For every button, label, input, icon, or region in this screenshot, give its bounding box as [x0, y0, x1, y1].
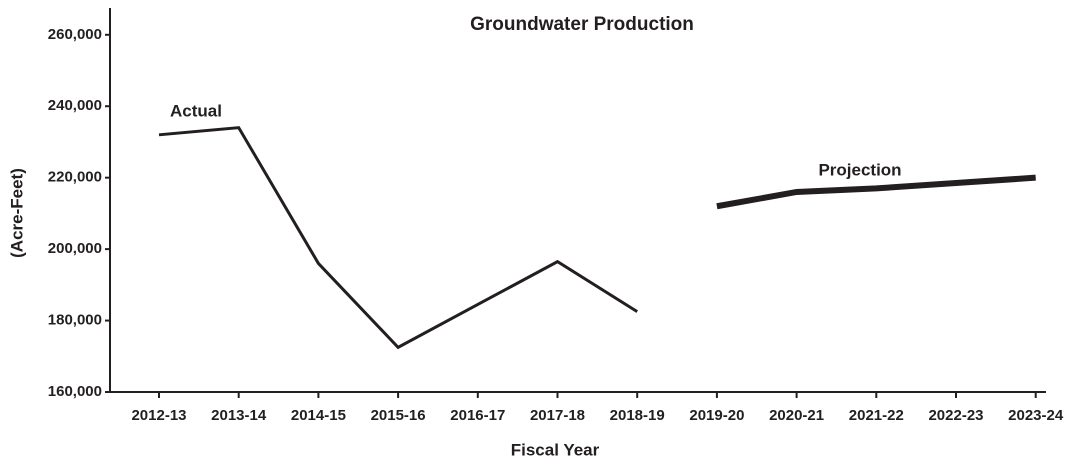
chart-title: Groundwater Production: [470, 14, 694, 35]
y-tick-label: 180,000: [48, 312, 102, 329]
x-tick-label: 2014-15: [291, 407, 346, 424]
series-label: Actual: [170, 101, 222, 120]
x-tick-label: 2012-13: [131, 407, 186, 424]
x-tick-label: 2017-18: [530, 407, 585, 424]
y-tick-label: 240,000: [48, 97, 102, 114]
x-axis-label: Fiscal Year: [511, 440, 600, 459]
y-axis-label: (Acre-Feet): [7, 168, 26, 258]
x-tick-label: 2022-23: [928, 407, 983, 424]
y-tick-label: 220,000: [48, 169, 102, 186]
y-tick-label: 160,000: [48, 383, 102, 400]
x-tick-label: 2013-14: [211, 407, 267, 424]
x-tick-label: 2015-16: [371, 407, 426, 424]
y-tick-label: 260,000: [48, 26, 102, 43]
series-label: Projection: [818, 160, 901, 179]
x-tick-label: 2019-20: [689, 407, 744, 424]
y-tick-label: 200,000: [48, 240, 102, 257]
x-tick-label: 2023-24: [1008, 407, 1064, 424]
x-tick-label: 2016-17: [450, 407, 505, 424]
series-line: [158, 126, 638, 350]
x-tick-label: 2018-19: [610, 407, 665, 424]
series-line: [716, 174, 1036, 210]
x-tick-label: 2021-22: [849, 407, 904, 424]
x-tick-label: 2020-21: [769, 407, 824, 424]
